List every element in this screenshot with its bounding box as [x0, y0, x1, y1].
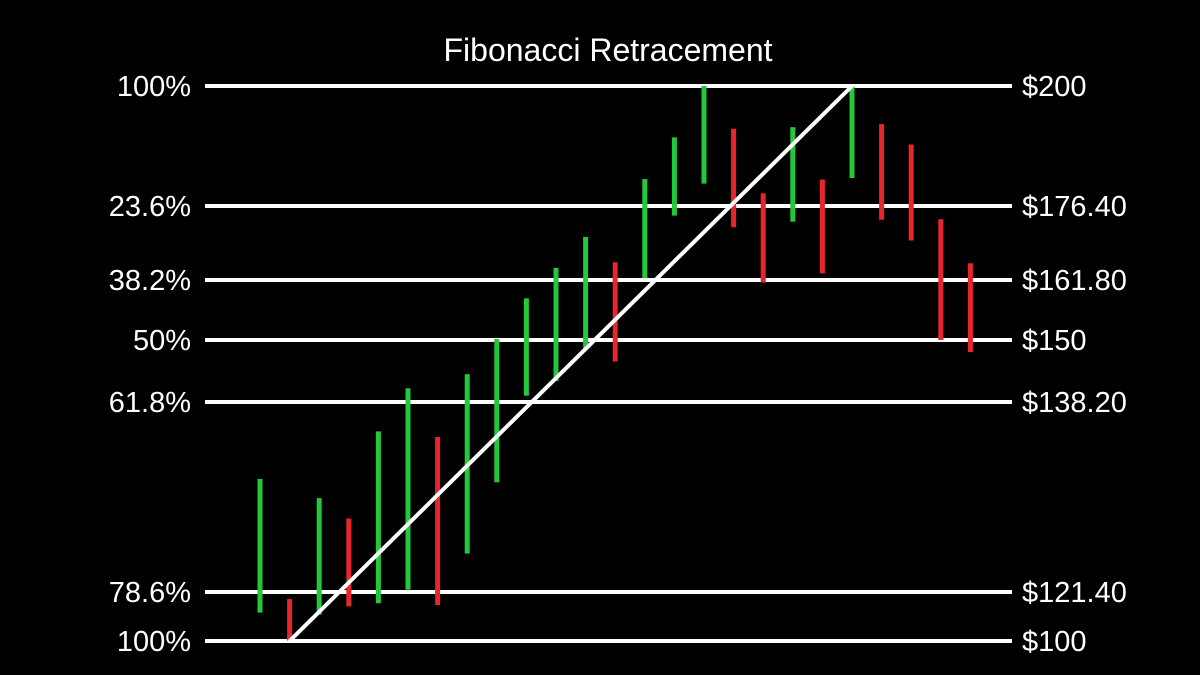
up-bar [701, 86, 707, 184]
up-bar [671, 137, 677, 216]
up-bar [553, 267, 559, 381]
fib-price-label: $138.20 [1022, 387, 1127, 419]
fib-price-label: $100 [1022, 626, 1087, 658]
fib-level-lines [205, 84, 1012, 643]
fib-price-label: $200 [1022, 71, 1087, 103]
fib-price-label: $176.40 [1022, 191, 1127, 223]
fib-percent-label: 50% [133, 325, 191, 357]
fib-price-label: $150 [1022, 325, 1087, 357]
price-bars [257, 86, 973, 641]
fib-percent-label: 23.6% [109, 191, 191, 223]
up-bar [375, 431, 381, 604]
fib-percent-label: 38.2% [109, 265, 191, 297]
up-bar [849, 86, 855, 179]
fib-percent-label: 100% [117, 71, 191, 103]
down-bar [967, 263, 973, 353]
fib-price-labels: $200 $176.40 $161.80 $150 $138.20 $121.40 $100 [1022, 71, 1127, 658]
down-bar [760, 193, 766, 283]
down-bar [346, 518, 352, 607]
down-bar [287, 599, 293, 641]
up-bar [316, 498, 322, 615]
fib-percent-label: 100% [117, 626, 191, 658]
up-bar [642, 179, 648, 278]
fib-price-label: $161.80 [1022, 265, 1127, 297]
trendline [287, 84, 854, 643]
fib-percent-labels: 100% 23.6% 38.2% 50% 61.8% 78.6% 100% [109, 71, 191, 658]
down-bar [612, 262, 618, 362]
up-bar [257, 478, 263, 613]
up-bar [405, 388, 411, 590]
up-bar [790, 127, 796, 222]
fib-price-label: $121.40 [1022, 577, 1127, 609]
up-bar [583, 236, 589, 348]
fib-percent-label: 61.8% [109, 387, 191, 419]
down-bar [731, 128, 737, 228]
chart-title: Fibonacci Retracement [443, 32, 772, 68]
fib-percent-label: 78.6% [109, 577, 191, 609]
down-bar [938, 219, 944, 340]
down-bar [908, 144, 914, 241]
down-bar [819, 179, 825, 274]
down-bar [435, 437, 441, 606]
up-bar [523, 298, 529, 396]
down-bar [879, 124, 885, 220]
trendline-group [287, 84, 854, 643]
up-bar [494, 338, 500, 483]
